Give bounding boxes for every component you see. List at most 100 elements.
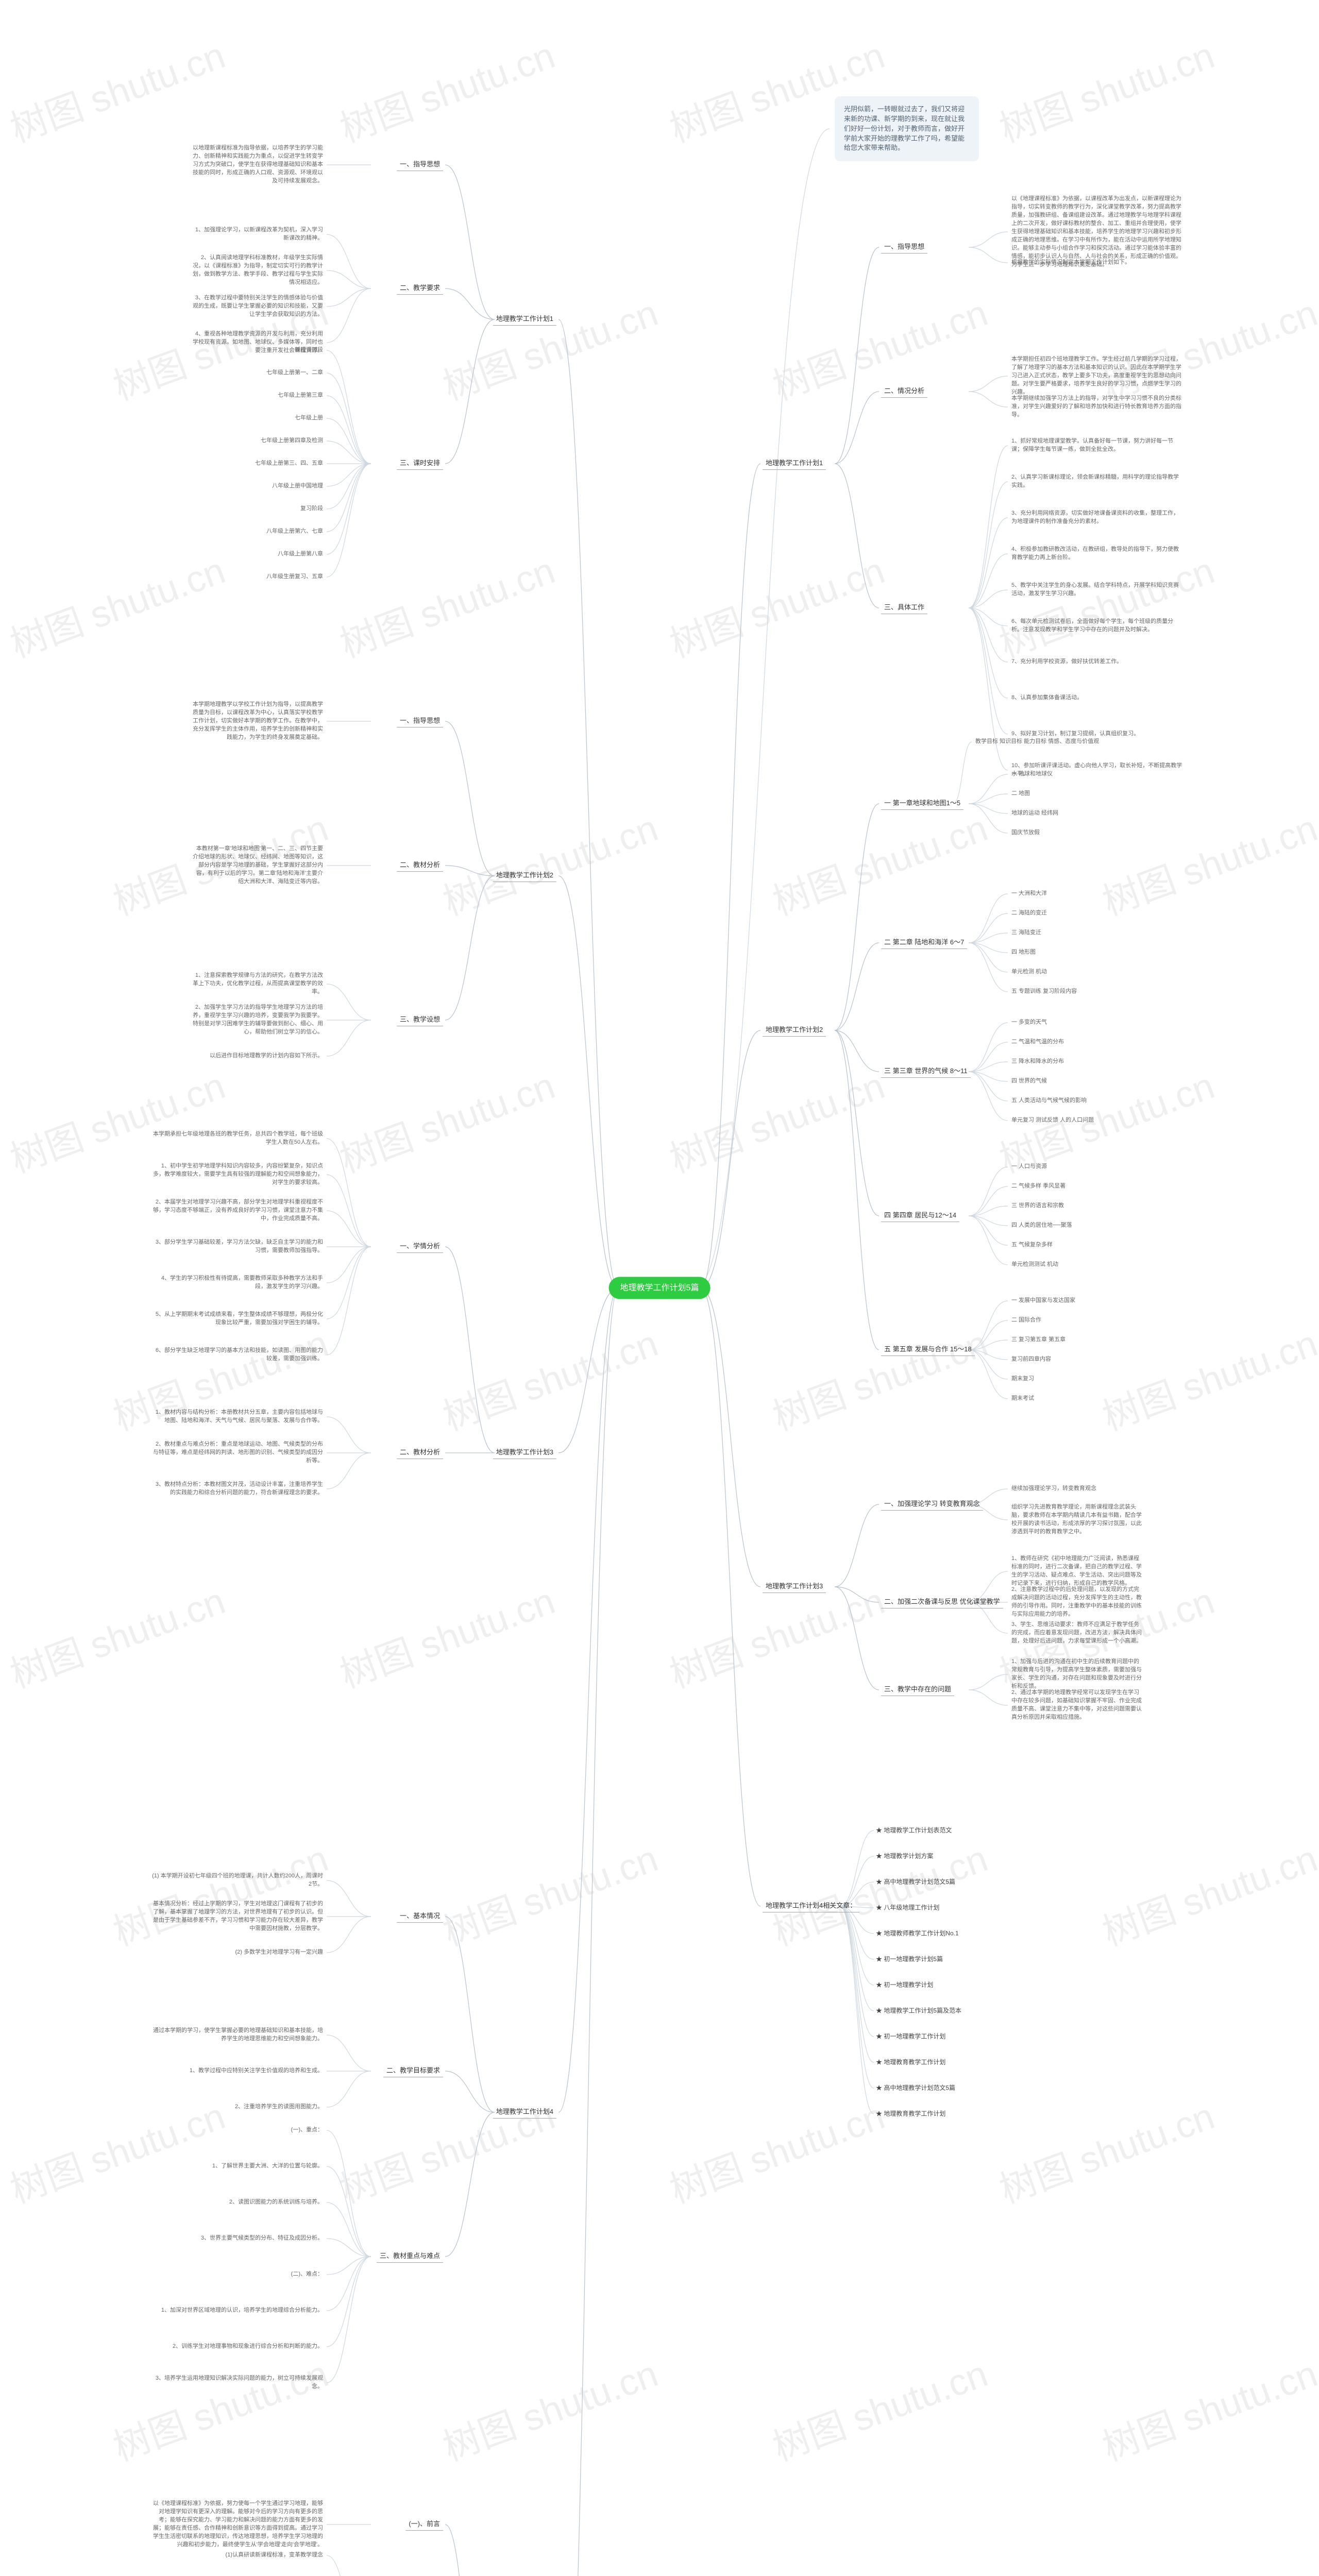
sub-l2a: 一、指导思想 [397,715,443,727]
sub-r3b: 二、加强二次备课与反思 优化课堂教学 [881,1596,1003,1608]
branch-r1: 地理教学工作计划1 [763,457,826,470]
leaf-r2e-4: 期末复习 [1010,1375,1036,1384]
sub-l2c: 三、教学设想 [397,1014,443,1026]
leaf-l4c-2: 2、读图识图能力的系统训练与培养。 [228,2198,325,2207]
leaf-l2c-0: 1、注意探索教学规律与方法的研究，在教学方法改革上下功夫，优化教学过程，从而提高… [191,971,325,997]
leaf-l1c-9: 八年级上册第八章 [276,550,325,559]
leaf-l3a-4: 4、学生的学习积极性有待提高，需要教师采取多种教学方法和手段，激发学生的学习兴趣… [149,1274,325,1292]
bullet-r4-5: ★ 初一地理教学计划5篇 [876,1955,943,1963]
leaf-r3c-0: 1、加强与后进的沟通在初中生的后续教育问题中的常规教育与引导，为提高学生整体素质… [1010,1657,1144,1691]
leaf-l1c-0: 新授课时段 [293,346,325,355]
branch-r2: 地理教学工作计划2 [763,1024,826,1037]
leaf-r1c-3: 4、积极参加教研教改活动，在教研组，教导处的指导下，努力使教育教学能力再上新台阶… [1010,545,1185,563]
bullet-r4-7: ★ 地理教学工作计划5篇及范本 [876,2006,961,2015]
leaf-l1b-2: 3、在教学过程中要特别关注学生的情感体验与价值观的生成，既要让学生掌握必要的知识… [191,294,325,319]
leaf-l1c-7: 复习阶段 [299,504,325,514]
leaf-r2c-3: 四 世界的气候 [1010,1077,1049,1086]
leaf-r2d-3: 四 人类的居住地──聚落 [1010,1221,1074,1230]
leaf-r1c-7: 8、认真参加集体备课活动。 [1010,693,1084,703]
leaf-l4a-1: 基本情况分析：经过上学期的学习，学生对地理这门课程有了初步的了解，基本掌握了地理… [149,1900,325,1934]
leaf-l1b-0: 1、加强理论学习，以新课程改革为契机，深入学习新课改的精神。 [191,226,325,243]
leaf-r1b-0: 本学期担任初四个班地理教学工作。学生经过前几学期的学习过程，了解了地理学习的基本… [1010,355,1185,397]
leaf-r3b-0: 1、教师在研究《初中地理能力广泛阅读，熟悉课程标准的同时，进行二次备课，把自己的… [1010,1554,1144,1588]
leaf-l1c-2: 七年级上册第三章 [276,391,325,400]
leaf-l3a-6: 6、部分学生缺乏地理学习的基本方法和技能，如读图、用图的能力较差，需要加强训练。 [149,1346,325,1364]
bullet-r4-10: ★ 高中地理教学计划范文5篇 [876,2083,955,2092]
bullet-r4-6: ★ 初一地理教学计划 [876,1980,933,1989]
leaf-l1c-8: 八年级上册第六、七章 [265,527,325,536]
leaf-l4a-2: (2) 多数学生对地理学习有一定兴趣 [234,1948,325,1957]
root-node: 地理教学工作计划5篇 [609,1277,711,1299]
sub-l4b: 二、教学目标要求 [383,2065,443,2077]
leaf-r2d-5: 单元检测测试 机动 [1010,1260,1060,1269]
leaf-r2a-2: 地球的运动 经纬网 [1010,809,1060,818]
leaf-l4a-0: (1) 本学期开设初七年级四个班的地理课，共计人数约200人，周课时2节。 [149,1872,325,1889]
leaf-l3b-0: 1、教材内容与结构分析：本册教材共分五章，主要内容包括地球与地图、陆地和海洋、天… [149,1408,325,1426]
leaf-l3b-2: 3、教材特点分析：本教材图文并茂，活动设计丰富，注重培养学生的实践能力和综合分析… [149,1480,325,1498]
sub-l3b: 二、教材分析 [397,1447,443,1459]
leaf-r1c-5: 6、每次单元检测试卷后，全面做好每个学生，每个班级的质量分析。注意发现教学和学生… [1010,617,1185,635]
leaf-l4c-3: 3、世界主要气候类型的分布、特征及成因分析。 [199,2234,325,2243]
leaf-r3b-2: 3、学生、思维活动要求：教师不应满足于教学任务的完成，而应着意发现问题，改进方法… [1010,1620,1144,1646]
leaf-r1b-1: 本学期继续加强学习方法上的指导，对学生中学习习惯不良的分类标准，对学生兴趣爱好的… [1010,394,1185,420]
branch-l2: 地理教学工作计划2 [493,870,556,882]
leaf-r2b-5: 五 专题训练 复习阶段内容 [1010,987,1078,996]
sub-r2d: 四 第四章 居民与12～14 [881,1210,959,1222]
leaf-r2b-1: 二 海陆的变迁 [1010,909,1049,918]
leaf-l2c-1: 2、加强学生学习方法的指导学生地理学习方法的培养，重视学生学习兴趣的培养，变要我… [191,1003,325,1037]
leaf-l3a-2: 2、本届学生对地理学习兴趣不高，部分学生对地理学科重视程度不够，学习态度不够端正… [149,1198,325,1224]
leaf-r2e-1: 二 国际合作 [1010,1316,1043,1325]
leaf-r2b-2: 三 海陆变迁 [1010,928,1043,938]
leaf-r2d-4: 五 气候复杂多样 [1010,1241,1054,1250]
bullet-r4-2: ★ 高中地理教学计划范文5篇 [876,1877,955,1886]
leaf-r2e-3: 复习前四章内容 [1010,1355,1053,1364]
bullet-r4-3: ★ 八年级地理工作计划 [876,1903,939,1912]
leaf-r2e-0: 一 发展中国家与发达国家 [1010,1296,1077,1306]
leaf-r2c-0: 一 多变的天气 [1010,1018,1049,1027]
leaf-r2e-5: 期末考试 [1010,1394,1036,1403]
leaf-r2b-4: 单元检测 机动 [1010,968,1049,977]
sub-r2e: 五 第五章 发展与合作 15～18 [881,1344,975,1356]
branch-l3: 地理教学工作计划3 [493,1447,556,1459]
leaf-l1a-0: 以地理新课程标准为指导依据，以培养学生的学习能力、创新精神和实践能力为重点，以促… [191,144,325,186]
sub-l4a: 一、基本情况 [397,1910,443,1923]
bullet-r4-11: ★ 地理教育教学工作计划 [876,2109,945,2118]
sub-l3a: 一、学情分析 [397,1241,443,1253]
leaf-r3b-1: 2、注意教学过程中的后处理问题，以发现的方式完成解决问题的活动过程，充分发挥学生… [1010,1585,1144,1619]
bullet-r4-9: ★ 地理教育教学工作计划 [876,2058,945,2066]
leaf-r1c-4: 5、教学中关注学生的身心发展。结合学科特点，开展学科知识竞赛活动，激发学生学习兴… [1010,581,1185,599]
leaf-l5b-0: (1)认真研读新课程标准，变革教学理念 [224,2551,325,2560]
leaf-r2d-0: 一 人口与资源 [1010,1162,1049,1172]
sub-r2a: 一 第一章地球和地图1～5 [881,798,963,810]
sub-r2c: 三 第三章 世界的气候 8～11 [881,1065,971,1078]
leaf-r2e-2: 三 复习第五章 第五章 [1010,1335,1067,1345]
leaf-r3a-1: 组织学习先进教育教学理论，用新课程理念武装头脑，要求教师在本学期内精读几本有益书… [1010,1503,1144,1537]
sub-r3c: 三、教学中存在的问题 [881,1684,954,1696]
bullet-r4-8: ★ 初一地理教学工作计划 [876,2032,945,2041]
leaf-l1c-4: 七年级上册第四章及检测 [259,436,325,446]
sub-l1b: 二、教学要求 [397,282,443,295]
bullet-r4-4: ★ 地理教师教学工作计划No.1 [876,1929,959,1938]
leaf-r2d-1: 二 气候多样 季风显著 [1010,1182,1067,1191]
leaf-l5a-0: 以《地理课程标准》为依据，努力使每一个学生通过学习地理，能够对地理学知识有更深入… [149,2499,325,2550]
bullet-r4-1: ★ 地理教学计划方案 [876,1852,933,1860]
branch-l4: 地理教学工作计划4 [493,2106,556,2119]
leaf-l3b-1: 2、教材重点与难点分析：重点是地球运动、地图、气候类型的分布与特征等，难点是经纬… [149,1440,325,1466]
leaf-r2c-1: 二 气温和气温的分布 [1010,1038,1066,1047]
branch-r4: 地理教学工作计划4相关文章： [763,1900,859,1912]
leaf-l4c-7: 3、培养学生运用地理知识解决实际问题的能力，树立可持续发展观念。 [149,2374,325,2392]
sub-r1a: 一、指导思想 [881,241,927,253]
leaf-l1c-3: 七年级上册 [293,414,325,423]
leaf-l4c-4: (二)、难点： [290,2270,325,2279]
leaf-r1c-1: 2、认真学习新课标理论，领会新课标精髓，用科学的理论指导教学实践。 [1010,473,1185,490]
leaf-l2c-2: 以后进作目标地理教学的计划内容如下所示。 [208,1052,325,1061]
sub-r1c: 三、具体工作 [881,602,927,614]
leaf-l4c-5: 1、加深对世界区域地理的认识，培养学生的地理综合分析能力。 [160,2306,325,2315]
leaf-l4c-1: 1、了解世界主要大洲、大洋的位置与轮廓。 [211,2162,325,2171]
leaf-r2c-5: 单元复习 测试反馈 人的人口问题 [1010,1116,1095,1125]
leaf-r1c-0: 1、抓好常规地理课堂教学。认真备好每一节课，努力讲好每一节课；保障学生每节课一练… [1010,437,1185,454]
leaf-l1c-5: 七年级上册第三、四、五章 [253,459,325,468]
leaf-r2a-0: 一 地球和地球仪 [1010,770,1054,779]
leaf-r1c-6: 7、充分利用学校资源，做好扶优转差工作。 [1010,657,1124,667]
leaf-l1c-10: 八年级生册复习、五章 [265,572,325,582]
